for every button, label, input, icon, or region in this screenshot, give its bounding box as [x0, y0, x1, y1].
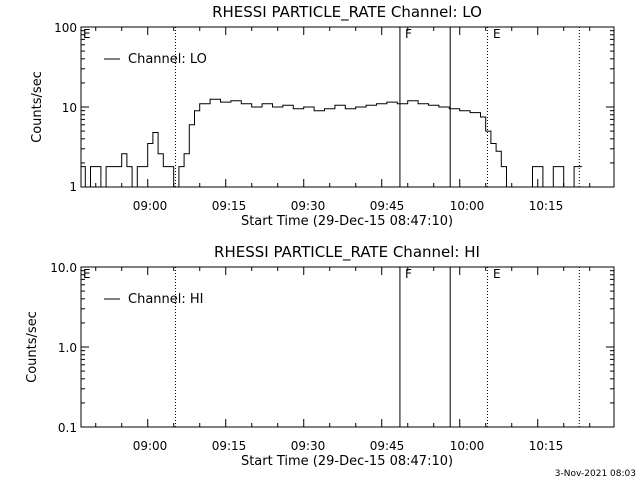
x-tick-label: 10:15 [529, 439, 564, 453]
x-tick-label: 09:45 [370, 199, 405, 213]
event-marker-label: E [83, 27, 91, 41]
chart-title: RHESSI PARTICLE_RATE Channel: HI [214, 243, 480, 262]
legend-entry-label: Channel: HI [128, 292, 204, 307]
x-tick-label: 09:00 [133, 439, 168, 453]
x-axis-label: Start Time (29-Dec-15 08:47:10) [241, 454, 453, 469]
event-marker-label: E [493, 267, 501, 281]
x-tick-label: 09:30 [291, 199, 326, 213]
y-axis-label: Counts/sec [30, 71, 45, 143]
panel-lo-channel: RHESSI PARTICLE_RATE Channel: LO Counts/… [30, 3, 615, 229]
y-tick-label: 100 [54, 21, 77, 35]
event-marker-label: F [405, 27, 412, 41]
y-tick-label: 10.0 [50, 261, 77, 275]
footer-timestamp: 3-Nov-2021 08:03 [555, 469, 636, 479]
legend-entry-label: Channel: LO [128, 52, 207, 67]
y-tick-label: 1 [69, 180, 77, 194]
y-axis-label: Counts/sec [25, 311, 40, 383]
x-tick-label: 09:15 [212, 439, 247, 453]
x-tick-label: 10:00 [450, 199, 485, 213]
x-tick-label: 10:15 [529, 199, 564, 213]
event-marker-label: F [405, 267, 412, 281]
x-tick-label: 09:30 [291, 439, 326, 453]
series-line [81, 98, 583, 188]
event-marker-label: E [493, 27, 501, 41]
chart-title: RHESSI PARTICLE_RATE Channel: LO [212, 3, 482, 22]
plot-frame [80, 266, 615, 428]
y-tick-label: 10 [62, 101, 77, 115]
x-axis-label: Start Time (29-Dec-15 08:47:10) [241, 214, 453, 229]
x-tick-label: 09:00 [133, 199, 168, 213]
plot-frame [80, 26, 615, 188]
x-tick-label: 09:45 [370, 439, 405, 453]
event-marker-label: E [83, 267, 91, 281]
y-tick-label: 0.1 [58, 421, 77, 435]
x-tick-label: 09:15 [212, 199, 247, 213]
y-tick-label: 1.0 [58, 341, 77, 355]
x-tick-label: 10:00 [450, 439, 485, 453]
panel-hi-channel: RHESSI PARTICLE_RATE Channel: HI Counts/… [25, 243, 615, 469]
